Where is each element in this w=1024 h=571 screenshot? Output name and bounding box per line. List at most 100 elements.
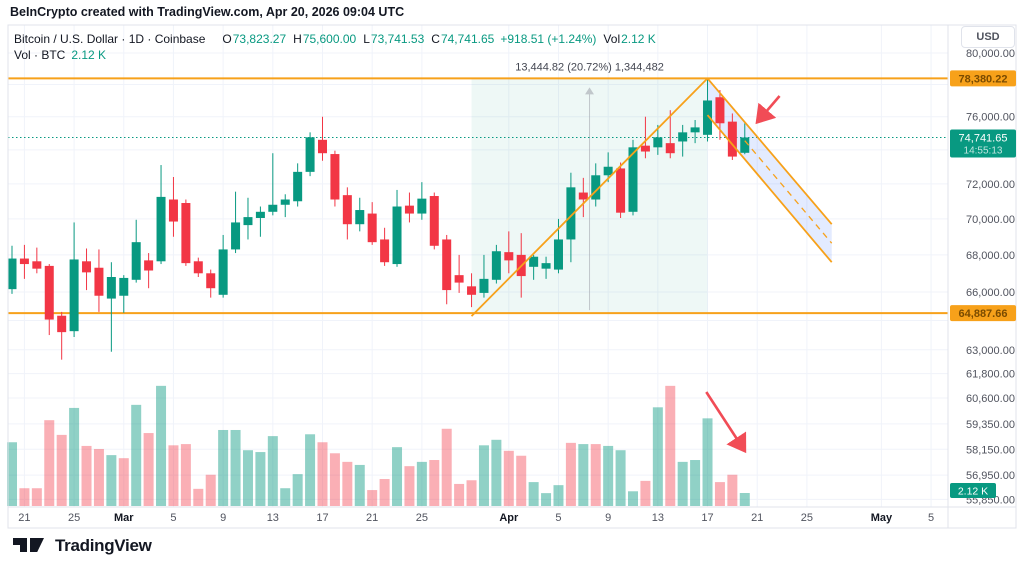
candle (566, 187, 576, 240)
candle (330, 154, 340, 200)
volume-bar (305, 434, 316, 506)
symbol-legend: Bitcoin / U.S. Dollar · 1D · Coinbase O73… (14, 31, 656, 63)
volume-bar (7, 442, 17, 506)
candle (355, 210, 365, 225)
price-tick-label: 56,950.00 (966, 470, 1015, 482)
price-tick-label: 76,000.00 (966, 112, 1015, 124)
price-tick-label: 72,000.00 (966, 179, 1015, 191)
price-tick-label: 63,000.00 (966, 345, 1015, 357)
candle (529, 256, 539, 267)
time-axis[interactable]: 21 25 Mar 5 9 13 17 21 25 Apr 5 9 13 17 21 25 May 5 (18, 512, 934, 524)
volume-bar (553, 485, 564, 506)
volume-bar (354, 464, 365, 506)
volume-bar (205, 474, 216, 506)
time-tick-label: 5 (928, 512, 934, 524)
candle (293, 171, 303, 202)
volume-bar (603, 445, 614, 506)
open-value: 73,823.27 (232, 32, 287, 46)
low-label: L (363, 32, 370, 46)
svg-text:2.12 K: 2.12 K (958, 486, 988, 498)
ascending-trendline (470, 77, 709, 317)
volume-bar (665, 385, 676, 506)
volume-bar (404, 466, 415, 506)
attribution-text: BeInCrypto created with TradingView.com,… (10, 5, 405, 19)
volume-series-value: 2.12 K (71, 48, 107, 62)
tradingview-logo-text: TradingView (55, 536, 152, 555)
time-tick-label: 9 (220, 512, 226, 524)
volume-bar (466, 480, 477, 506)
candle (703, 100, 713, 135)
volume-bar (156, 385, 167, 506)
price-tick-label: 59,350.00 (966, 419, 1015, 431)
price-axis[interactable]: 80,000.00 76,000.00 72,000.00 70,000.00 68,0… (966, 48, 1015, 506)
volume-series-label[interactable]: Vol · BTC (14, 48, 66, 62)
svg-text:64,887.66: 64,887.66 (959, 308, 1008, 320)
grid-lines (8, 25, 948, 507)
volume-bar (503, 450, 514, 506)
volume-bar (528, 482, 539, 506)
volume-bar (640, 480, 651, 506)
svg-text:78,380.22: 78,380.22 (959, 73, 1008, 85)
time-tick-label: 17 (316, 512, 328, 524)
candle (616, 168, 626, 213)
volume-bar (478, 445, 489, 506)
candlestick-series (7, 78, 750, 360)
candle (243, 217, 253, 226)
volume-bar (491, 439, 502, 506)
volume-bar (218, 429, 229, 506)
close-value: 74,741.65 (440, 32, 495, 46)
tradingview-logo[interactable]: TradingView (13, 536, 152, 556)
volume-bar (106, 455, 117, 506)
candle (690, 127, 700, 133)
volume-bar (628, 491, 638, 506)
volume-bar (516, 455, 527, 506)
price-tick-label: 58,150.00 (966, 444, 1015, 456)
candle (442, 239, 452, 291)
candle (57, 315, 67, 333)
close-label: C (431, 32, 440, 46)
volume-bar (441, 428, 452, 506)
candle (32, 261, 42, 269)
candle (106, 277, 116, 299)
candle (454, 275, 464, 283)
volume-label: Vol (603, 32, 621, 46)
support-price-badge: 64,887.66 (950, 305, 1016, 322)
candle (218, 249, 228, 295)
volume-bar (429, 460, 440, 506)
currency-unit-button[interactable]: USD (961, 26, 1015, 48)
price-tick-label: 80,000.00 (966, 48, 1015, 60)
candle (342, 195, 352, 225)
symbol-title[interactable]: Bitcoin / U.S. Dollar · 1D · Coinbase (14, 32, 206, 46)
volume-bar (44, 420, 55, 506)
time-tick-label: 21 (18, 512, 30, 524)
candle (404, 205, 414, 214)
time-tick-label: 25 (801, 512, 813, 524)
horizontal-lines (8, 77, 948, 315)
time-tick-label: 25 (416, 512, 428, 524)
time-tick-label: 21 (366, 512, 378, 524)
change-value: +918.51 (+1.24%) (500, 32, 597, 46)
time-tick-label: Apr (499, 512, 519, 524)
time-tick-label: 5 (170, 512, 176, 524)
volume-value: 2.12 K (621, 32, 656, 46)
candle (467, 286, 477, 295)
volume-bar (367, 490, 378, 506)
high-value: 75,600.00 (302, 32, 357, 46)
volume-bar (81, 445, 92, 506)
candle (429, 196, 439, 246)
candle (665, 143, 675, 154)
price-tick-label: 68,000.00 (966, 250, 1015, 262)
candle (640, 145, 650, 152)
volume-bar (280, 488, 291, 506)
candle (603, 166, 613, 176)
price-tick-label: 61,800.00 (966, 369, 1015, 381)
candle (144, 260, 154, 271)
volume-bar (255, 452, 266, 506)
volume-bar (19, 488, 30, 506)
volume-bar (69, 407, 80, 506)
candle (305, 137, 315, 172)
volume-bar (168, 445, 179, 506)
candle (578, 192, 588, 200)
